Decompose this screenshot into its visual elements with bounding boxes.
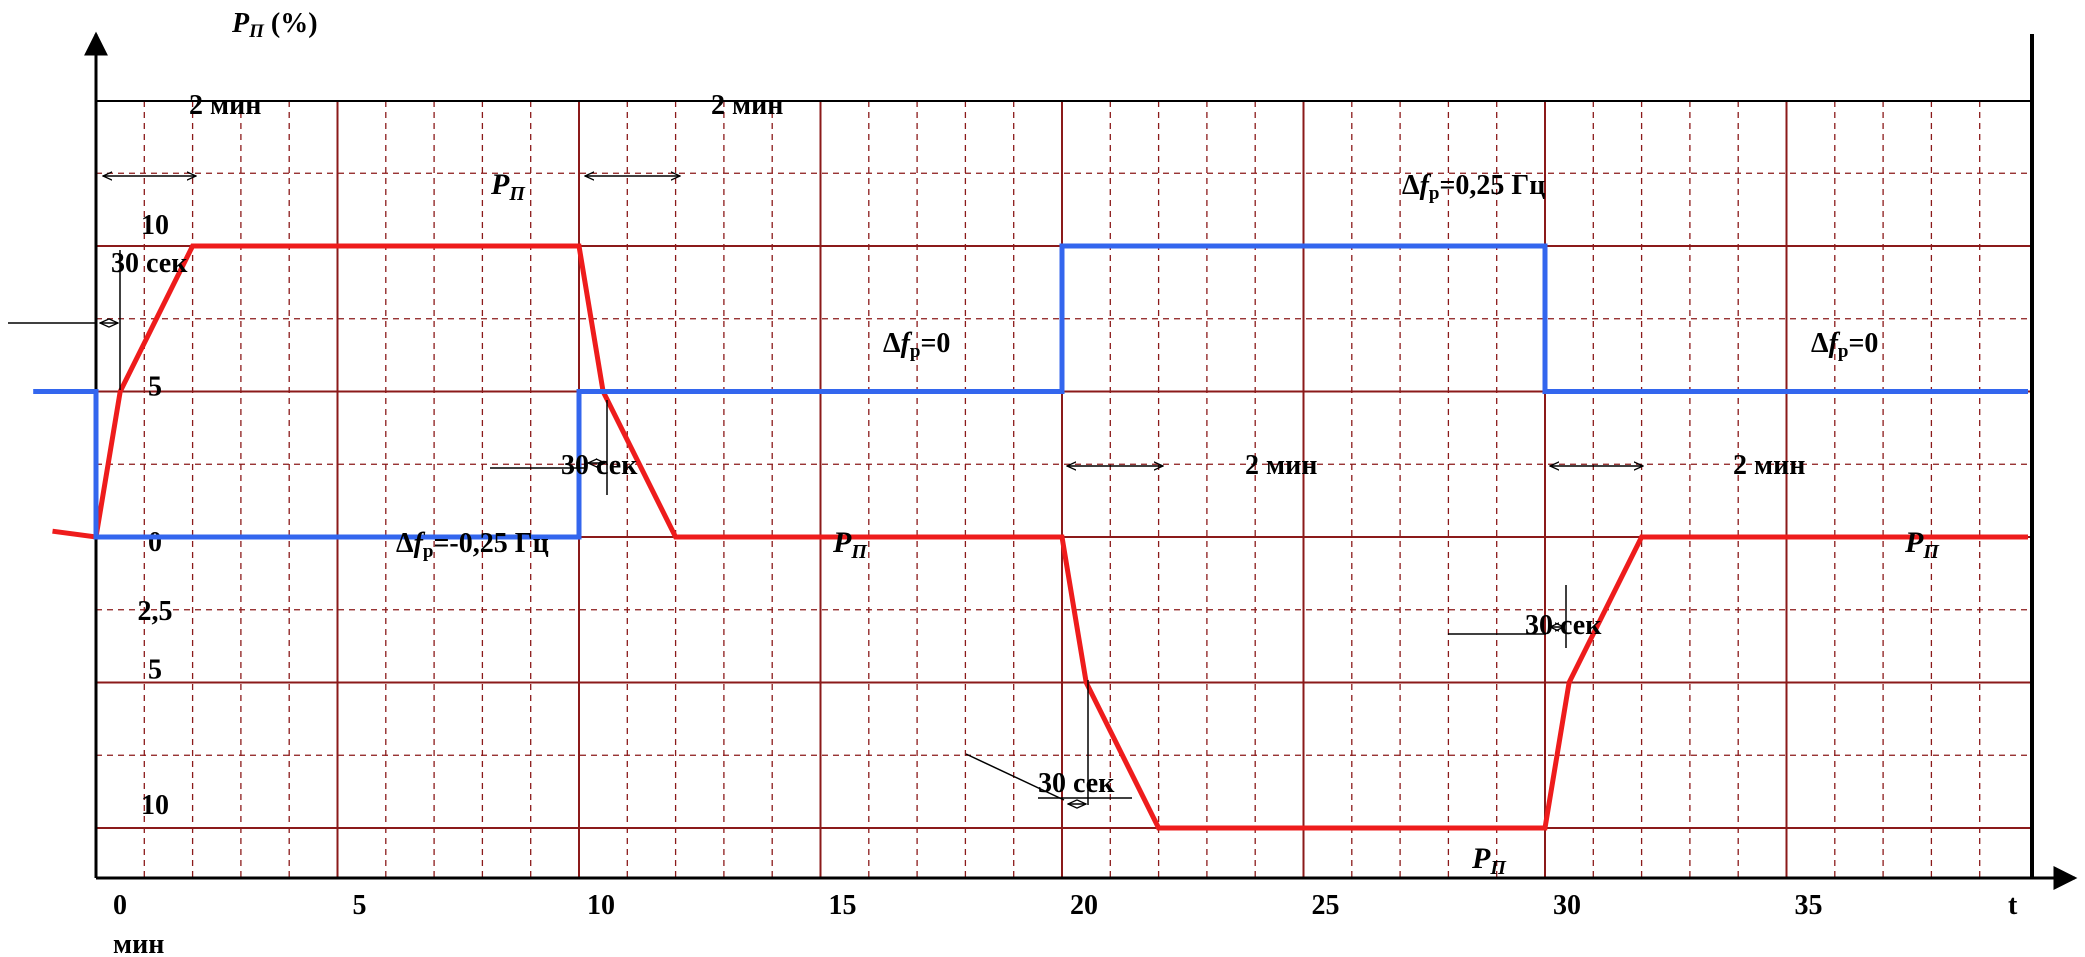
curve-label-p: PП	[1471, 842, 1507, 879]
freq-label: Δfр=0	[883, 328, 950, 362]
x-axis-label: t	[2008, 890, 2018, 921]
x-tick-label: 0	[113, 890, 127, 921]
freq-label: Δfр=0,25 Гц	[1402, 170, 1545, 204]
interval-label: 30 сек	[1038, 768, 1115, 799]
interval-label: 30 сек	[111, 248, 188, 279]
y-tick-label: 0	[148, 527, 162, 558]
freq-label-value: =-0,25 Гц	[433, 528, 548, 559]
duration-label: 2 мин	[1733, 450, 1805, 481]
freq-label-delta: Δ	[396, 528, 414, 559]
freq-label-f: f	[901, 328, 913, 359]
curve-label-sub: П	[508, 183, 526, 205]
x-unit-label: мин	[113, 929, 164, 957]
curve-label-symbol: P	[832, 526, 852, 559]
curve-label-symbol: P	[490, 168, 510, 201]
x-tick-label: 10	[587, 890, 615, 921]
duration-label: 2 мин	[1245, 450, 1317, 481]
interval-label: 30 сек	[1525, 610, 1602, 641]
y-axis-label: PП (%)	[231, 8, 318, 42]
interval-leader	[965, 753, 1065, 801]
x-tick-label: 20	[1070, 890, 1098, 921]
y-tick-label: 10	[141, 790, 169, 821]
tick-labels: 0 5 10 15 20 25 30 35 10 5 0 2,5 5 10	[113, 210, 1823, 921]
curve-label-p: PП	[832, 526, 868, 563]
freq-label-sub: р	[1838, 341, 1849, 362]
y-axis-sub: П	[248, 21, 265, 42]
curve-label-p: PП	[1904, 526, 1940, 563]
x-tick-label: 15	[829, 890, 857, 921]
duration-markers	[103, 176, 1643, 466]
duration-label: 2 мин	[189, 90, 261, 121]
y-tick-label: 10	[141, 210, 169, 241]
x-tick-label: 5	[353, 890, 367, 921]
freq-label-delta: Δ	[1402, 170, 1420, 201]
freq-label: Δfр=0	[1811, 328, 1878, 362]
freq-label-delta: Δ	[883, 328, 901, 359]
grid	[96, 101, 2032, 878]
curve-label-p: PП	[490, 168, 526, 205]
x-tick-label: 25	[1312, 890, 1340, 921]
freq-label-delta: Δ	[1811, 328, 1829, 359]
curve-label-symbol: P	[1904, 526, 1924, 559]
freq-label-sub: р	[910, 341, 921, 362]
freq-label-sub: р	[1429, 183, 1440, 204]
y-axis-unit: (%)	[264, 8, 318, 39]
series-p-line	[52, 243, 2028, 831]
curve-label-symbol: P	[1471, 842, 1491, 875]
duration-label: 2 мин	[711, 90, 783, 121]
y-tick-label: 5	[148, 655, 162, 686]
freq-label-f: f	[1829, 328, 1841, 359]
series-df-line	[33, 243, 2028, 540]
freq-label-f: f	[414, 528, 426, 559]
curve-label-sub: П	[1489, 857, 1507, 879]
freq-label-sub: р	[423, 541, 434, 562]
y-tick-label: 5	[148, 372, 162, 403]
x-tick-label: 35	[1795, 890, 1823, 921]
interval-markers	[8, 250, 1567, 805]
interval-label: 30 сек	[561, 450, 638, 481]
curve-label-sub: П	[1922, 541, 1940, 563]
y-tick-label: 2,5	[138, 596, 173, 627]
curve-label-sub: П	[850, 541, 868, 563]
freq-label-value: =0	[920, 328, 950, 359]
freq-label-value: =0	[1848, 328, 1878, 359]
freq-label-value: =0,25 Гц	[1439, 170, 1545, 201]
x-tick-label: 30	[1553, 890, 1581, 921]
y-axis-symbol: P	[231, 8, 250, 39]
freq-label: Δfр=-0,25 Гц	[396, 528, 549, 562]
freq-label-f: f	[1420, 170, 1432, 201]
